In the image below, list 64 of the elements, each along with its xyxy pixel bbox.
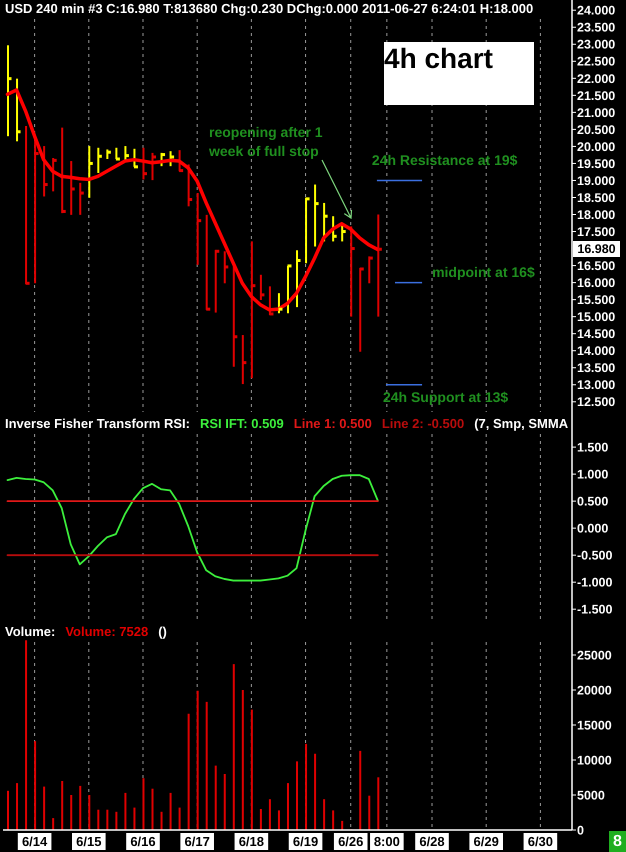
x-tick-label: 6/15: [76, 834, 102, 849]
y-tick-label: 16.500: [577, 259, 616, 274]
y-tick-label: 13.000: [577, 378, 616, 392]
y-tick-label: 22.000: [577, 72, 616, 86]
y-tick-label: -1.500: [577, 602, 612, 617]
y-tick-label: 17.500: [577, 224, 616, 239]
x-tick-label: 6/19: [292, 834, 318, 849]
x-tick-label: 6/14: [22, 834, 48, 849]
chart-title: Volume:: [5, 623, 56, 640]
y-tick-label: 19.500: [577, 156, 616, 171]
y-tick-label: 16.000: [577, 276, 616, 290]
text: Line 1: 0.500: [294, 415, 372, 432]
y-tick-label: 0: [577, 823, 584, 838]
y-tick-label: 0.500: [577, 494, 608, 509]
x-tick-label: 6/29: [474, 834, 499, 849]
y-tick-label: 25000: [577, 648, 612, 662]
annotation: 4h chart: [384, 43, 493, 74]
text: Line 2: -0.500: [382, 415, 464, 432]
y-tick-label: 22.500: [577, 54, 616, 69]
note-box: 4h chart: [384, 42, 534, 105]
x-tick-label: 6/16: [130, 834, 156, 849]
x-tick-label: 6/26: [338, 834, 364, 849]
y-tick-label: 15.500: [577, 293, 616, 308]
y-tick-label: 18.000: [577, 208, 616, 222]
ref-line-label: midpoint at 16$: [432, 264, 535, 282]
chart-title: Inverse Fisher Transform RSI:: [5, 415, 190, 432]
y-tick-label: 5000: [577, 788, 605, 802]
ref-line-label: 24h Support at 13$: [382, 388, 508, 407]
chart-subtitle: (7, Smp, SMMA: [474, 415, 568, 432]
ref-line-label: 24h Resistance at 19$: [372, 152, 518, 170]
y-tick-label: 20000: [577, 683, 612, 698]
text: Volume: 7528: [65, 623, 148, 640]
x-tick-label: 6/28: [419, 834, 445, 849]
y-tick-label: 1.500: [577, 440, 608, 455]
chart-subtitle: (): [158, 623, 167, 640]
y-tick-label: 20.500: [577, 122, 616, 137]
x-tick-label: 6/30: [528, 834, 554, 849]
y-tick-label: 13.500: [577, 361, 616, 376]
y-tick-label: 1.000: [577, 468, 608, 482]
text: 16.980: [573, 241, 620, 257]
y-tick-label: 12.500: [577, 395, 616, 410]
y-tick-label: 23.500: [577, 20, 616, 35]
x-tick-label: 6/18: [238, 834, 264, 849]
y-tick-label: 0.000: [577, 522, 608, 536]
y-tick-label: 15.000: [577, 310, 616, 324]
y-tick-label: 10000: [577, 753, 612, 768]
y-tick-label: 24.000: [577, 4, 616, 18]
y-tick-label: 14.000: [577, 344, 616, 358]
y-tick-label: -1.000: [577, 576, 612, 590]
y-tick-label: -0.500: [577, 548, 612, 563]
text: 8: [609, 831, 626, 852]
y-tick-label: 19.000: [577, 174, 616, 188]
y-tick-label: 14.500: [577, 327, 616, 342]
y-tick-label: 20.000: [577, 140, 616, 154]
x-tick-label: 8:00: [374, 834, 400, 849]
annotation: reopening after 1 week of full stop: [209, 123, 324, 161]
y-tick-label: 21.500: [577, 88, 616, 103]
text: RSI IFT: 0.509: [200, 415, 284, 432]
y-tick-label: 18.500: [577, 190, 616, 205]
y-tick-label: 23.000: [577, 38, 616, 52]
y-tick-label: 15000: [577, 718, 612, 732]
x-tick-label: 6/17: [184, 834, 210, 849]
chart-title: USD 240 min #3 C:16.980 T:813680 Chg:0.230 DChg:0.000 2011-06-27 6:24:01 H:18.000: [5, 0, 534, 17]
y-tick-label: 21.000: [577, 106, 616, 120]
